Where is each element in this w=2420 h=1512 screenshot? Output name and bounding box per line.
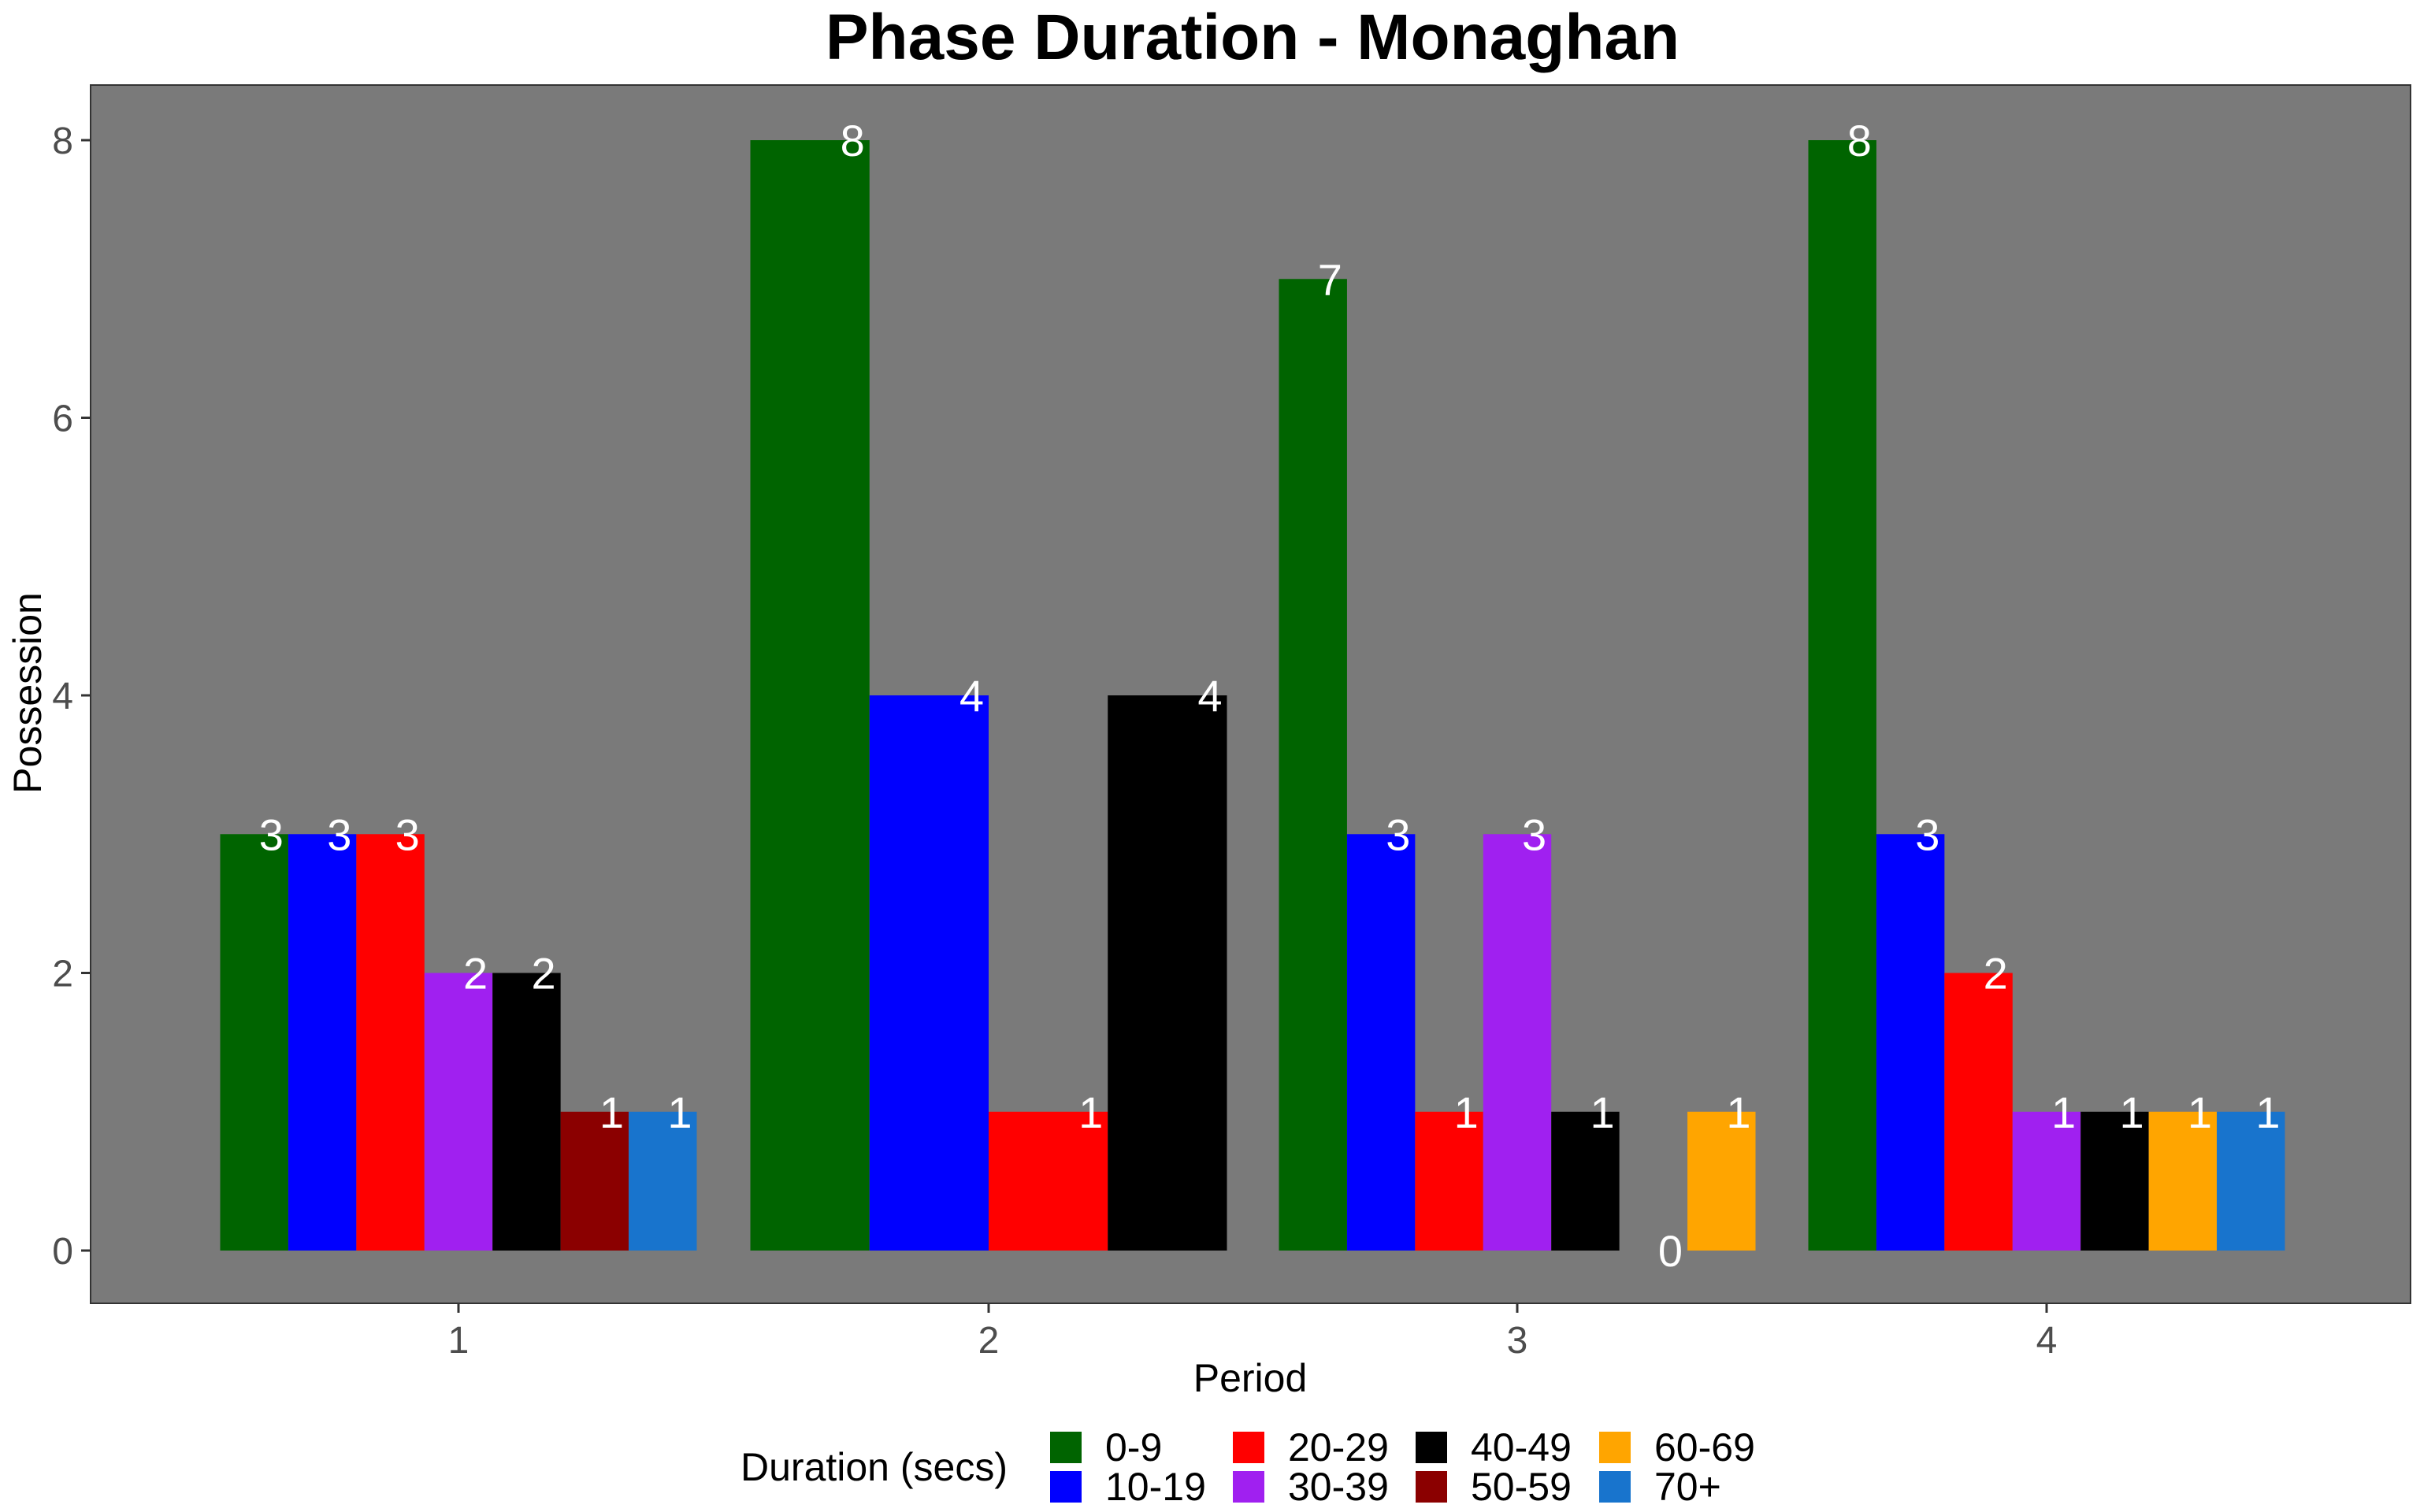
legend-label: 30-39 bbox=[1288, 1465, 1389, 1509]
bar bbox=[1415, 1111, 1483, 1251]
bar bbox=[424, 973, 493, 1251]
data-label: 3 bbox=[1386, 810, 1410, 859]
y-axis: 0 2 4 6 8 bbox=[52, 120, 91, 1273]
x-tick-label: 2 bbox=[978, 1320, 1000, 1362]
data-label: 2 bbox=[463, 949, 488, 999]
legend-label: 50-59 bbox=[1471, 1465, 1572, 1509]
x-axis: 1 2 3 4 bbox=[448, 1303, 2058, 1362]
data-label: 1 bbox=[1078, 1088, 1103, 1137]
data-label: 3 bbox=[1915, 810, 1939, 859]
legend-label: 0-9 bbox=[1105, 1425, 1162, 1469]
y-tick-label: 4 bbox=[52, 676, 73, 717]
bars-layer bbox=[220, 140, 2285, 1251]
data-label: 3 bbox=[1522, 810, 1546, 859]
x-tick-label: 4 bbox=[2036, 1320, 2058, 1362]
bar bbox=[1808, 140, 1876, 1251]
bar bbox=[492, 973, 561, 1251]
x-tick-label: 3 bbox=[1507, 1320, 1528, 1362]
bar bbox=[1483, 834, 1552, 1251]
bar bbox=[1108, 695, 1227, 1251]
data-label: 1 bbox=[1590, 1088, 1614, 1137]
x-axis-title: Period bbox=[1193, 1356, 1308, 1400]
bar bbox=[560, 1111, 629, 1251]
bar bbox=[629, 1111, 697, 1251]
y-tick-label: 6 bbox=[52, 398, 73, 440]
data-label: 1 bbox=[599, 1088, 624, 1137]
data-label: 1 bbox=[1726, 1088, 1750, 1137]
bar bbox=[1551, 1111, 1620, 1251]
data-label: 4 bbox=[1197, 671, 1222, 721]
data-label: 2 bbox=[531, 949, 555, 999]
legend-key bbox=[1416, 1471, 1447, 1503]
y-tick-label: 0 bbox=[52, 1231, 73, 1273]
y-tick-label: 8 bbox=[52, 120, 73, 162]
data-label: 1 bbox=[2255, 1088, 2280, 1137]
data-label: 1 bbox=[667, 1088, 692, 1137]
data-label: 1 bbox=[2051, 1088, 2076, 1137]
legend-label: 70+ bbox=[1654, 1465, 1721, 1509]
data-label: 4 bbox=[959, 671, 984, 721]
legend-key bbox=[1416, 1432, 1447, 1463]
y-axis-title: Possession bbox=[6, 592, 50, 794]
data-label: 8 bbox=[1847, 116, 1872, 165]
bar bbox=[1944, 973, 2013, 1251]
legend-label: 40-49 bbox=[1471, 1425, 1572, 1469]
x-tick-label: 1 bbox=[448, 1320, 470, 1362]
data-label: 1 bbox=[2188, 1088, 2212, 1137]
data-label: 3 bbox=[395, 810, 420, 859]
data-label: 3 bbox=[259, 810, 284, 859]
bar bbox=[869, 695, 989, 1251]
bar bbox=[220, 834, 288, 1251]
data-label: 2 bbox=[1984, 949, 2008, 999]
bar bbox=[750, 140, 870, 1251]
legend-label: 60-69 bbox=[1654, 1425, 1755, 1469]
bar bbox=[989, 1111, 1108, 1251]
bar bbox=[1279, 279, 1347, 1251]
data-label: 1 bbox=[1454, 1088, 1479, 1137]
legend-key bbox=[1233, 1432, 1264, 1463]
chart-title: Phase Duration - Monaghan bbox=[826, 2, 1680, 73]
bar bbox=[2148, 1111, 2218, 1251]
bar bbox=[2217, 1111, 2285, 1251]
legend-label: 10-19 bbox=[1105, 1465, 1206, 1509]
data-label: 3 bbox=[327, 810, 351, 859]
legend-title: Duration (secs) bbox=[740, 1445, 1008, 1489]
legend-key bbox=[1599, 1432, 1631, 1463]
legend-key bbox=[1233, 1471, 1264, 1503]
bar bbox=[1687, 1111, 1756, 1251]
data-label: 0 bbox=[1658, 1226, 1683, 1276]
data-label: 1 bbox=[2119, 1088, 2143, 1137]
legend-key bbox=[1050, 1471, 1082, 1503]
data-label: 8 bbox=[841, 116, 865, 165]
legend-key bbox=[1050, 1432, 1082, 1463]
bar bbox=[2012, 1111, 2081, 1251]
bar bbox=[2080, 1111, 2149, 1251]
legend-label: 20-29 bbox=[1288, 1425, 1389, 1469]
bar bbox=[288, 834, 357, 1251]
bar bbox=[356, 834, 425, 1251]
bar bbox=[1346, 834, 1416, 1251]
y-tick-label: 2 bbox=[52, 954, 73, 995]
bar bbox=[1876, 834, 1945, 1251]
legend-key bbox=[1599, 1471, 1631, 1503]
data-label: 7 bbox=[1318, 254, 1342, 304]
